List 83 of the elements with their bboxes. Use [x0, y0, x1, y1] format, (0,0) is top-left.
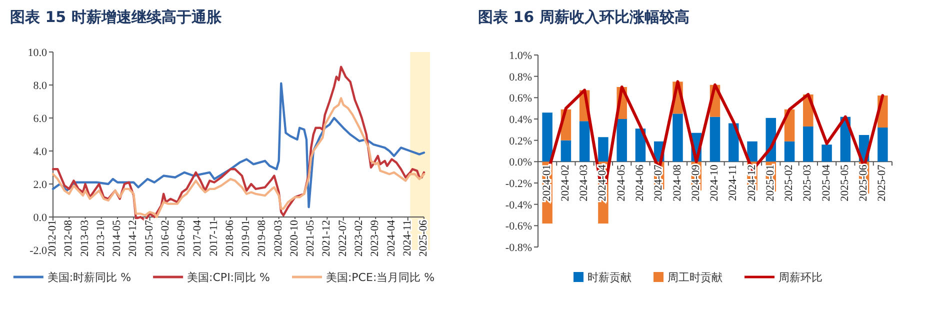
x-tick-label: 2013-03 — [78, 220, 91, 257]
line-series — [52, 82, 426, 208]
line-series — [52, 66, 426, 222]
legend-label: 时薪贡献 — [588, 271, 632, 284]
y-tick-label: 0.0% — [509, 156, 532, 169]
x-tick-label: 2024-09 — [690, 164, 702, 202]
x-tick-label: 2025-02 — [783, 164, 796, 202]
x-tick-label: 2024-08 — [671, 164, 684, 202]
x-tick-label: 2024-11 — [401, 220, 414, 256]
bar — [784, 141, 795, 162]
bar — [878, 128, 888, 162]
x-tick-label: 2024-03 — [578, 164, 590, 202]
y-tick-label: 0.2% — [509, 135, 532, 148]
legend-label: 美国:PCE:当月同比 % — [326, 271, 435, 284]
x-tick-label: 2024-01 — [540, 164, 553, 202]
x-tick-label: 2025-07 — [876, 164, 888, 202]
y-tick-label: 0.6% — [509, 92, 532, 105]
x-tick-label: 2021-05 — [304, 220, 317, 257]
x-tick-label: 2021-12 — [320, 220, 333, 257]
x-tick-label: 2024-02 — [559, 164, 572, 202]
y-tick-label: -0.4% — [505, 199, 532, 212]
x-tick-label: 2019-01 — [240, 220, 252, 257]
y-tick-label: 0.8% — [509, 71, 532, 84]
x-tick-label: 2025-05 — [838, 164, 851, 202]
x-tick-label: 2019-08 — [256, 220, 268, 257]
x-tick-label: 2024-04 — [596, 164, 609, 202]
y-tick-label: 0.4% — [509, 114, 532, 126]
bar — [579, 121, 590, 162]
y-tick-label: -0.2% — [505, 178, 532, 190]
x-tick-label: 2020-03 — [272, 220, 284, 257]
y-tick-label: -0.8% — [505, 242, 532, 254]
y-tick-label: -0.6% — [505, 220, 532, 233]
y-tick-label: -2.0 — [30, 245, 48, 257]
legend-label: 周薪环比 — [778, 271, 822, 284]
x-tick-label: 2024-07 — [652, 164, 665, 202]
x-tick-label: 2025-06 — [858, 164, 870, 202]
x-tick-label: 2015-07 — [143, 220, 156, 257]
line-series — [52, 97, 426, 218]
legend-label: 美国:CPI:同比 % — [187, 271, 270, 284]
bar — [616, 119, 627, 162]
bar — [542, 112, 552, 162]
x-tick-label: 2023-09 — [369, 220, 382, 257]
x-tick-label: 2024-10 — [708, 164, 721, 202]
x-tick-label: 2024-05 — [615, 164, 628, 202]
x-tick-label: 2013-10 — [94, 220, 107, 257]
x-tick-label: 2024-04 — [385, 220, 398, 257]
x-tick-label: 2024-12 — [746, 164, 758, 202]
bar — [710, 116, 720, 162]
x-tick-label: 2014-12 — [127, 220, 140, 257]
x-tick-label: 2016-02 — [159, 220, 172, 257]
x-tick-label: 2024-11 — [727, 164, 740, 201]
y-tick-label: 4.0 — [33, 146, 48, 158]
x-tick-label: 2016-09 — [176, 220, 188, 257]
legend-label: 周工时贡献 — [668, 271, 722, 284]
bar — [822, 144, 832, 162]
x-tick-label: 2020-10 — [288, 220, 300, 257]
y-tick-label: 10.0 — [28, 47, 48, 59]
x-tick-label: 2025-03 — [802, 164, 814, 202]
x-tick-label: 2014-05 — [111, 220, 124, 257]
x-tick-label: 2025-04 — [820, 164, 832, 202]
bar — [747, 141, 758, 162]
x-tick-label: 2012-01 — [46, 220, 59, 257]
x-tick-label: 2024-06 — [634, 164, 646, 202]
y-tick-label: 8.0 — [33, 80, 48, 92]
x-tick-label: 2025-06 — [418, 220, 430, 257]
x-tick-label: 2017-11 — [208, 220, 220, 256]
y-tick-label: 0.0 — [33, 212, 48, 224]
x-tick-label: 2022-07 — [336, 220, 349, 257]
legend-label: 美国:时薪同比 % — [47, 271, 132, 284]
bar — [672, 114, 683, 162]
x-tick-label: 2012-08 — [62, 220, 75, 257]
x-tick-label: 2017-04 — [192, 220, 204, 257]
bar — [803, 126, 814, 162]
y-tick-label: 6.0 — [33, 113, 48, 125]
y-tick-label: 1.0% — [509, 50, 532, 62]
bar — [560, 140, 572, 162]
bar — [598, 137, 608, 162]
chart-title: 图表 15 时薪增速继续高于通胀 — [10, 8, 222, 26]
x-tick-label: 2025-01 — [764, 164, 776, 202]
y-tick-label: 2.0 — [33, 179, 48, 191]
chart-title: 图表 16 周薪收入环比涨幅较高 — [478, 8, 690, 26]
x-tick-label: 2023-02 — [353, 220, 366, 257]
x-tick-label: 2018-06 — [224, 220, 236, 257]
